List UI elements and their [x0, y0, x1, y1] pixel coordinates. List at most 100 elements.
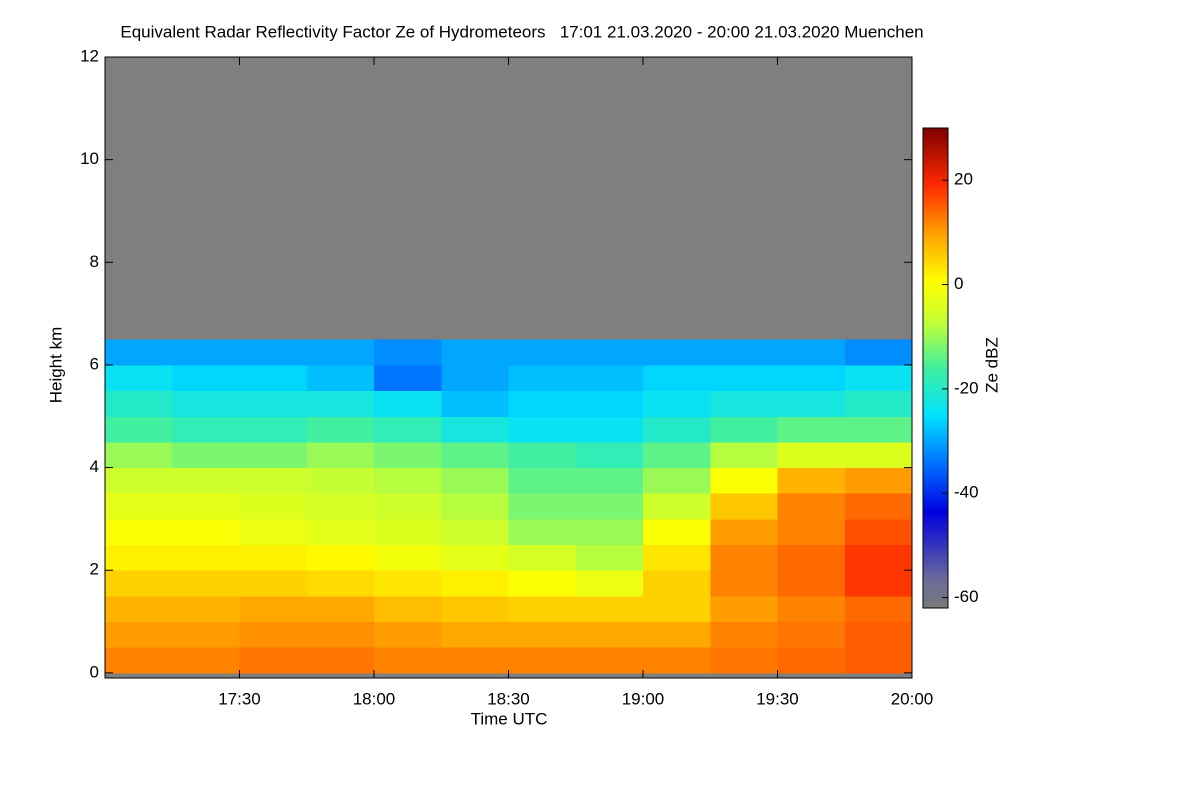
heatmap-cell [306, 467, 375, 494]
heatmap-cell [844, 467, 913, 494]
heatmap-cell [643, 416, 711, 443]
chart-title: Equivalent Radar Reflectivity Factor Ze … [120, 22, 923, 41]
heatmap-cell [239, 364, 308, 392]
heatmap-cell [844, 339, 913, 366]
heatmap-cell [105, 570, 173, 597]
heatmap-cell [710, 595, 778, 623]
heatmap-cell [441, 518, 509, 546]
heatmap-cell [575, 518, 644, 546]
heatmap-cell [374, 518, 442, 546]
heatmap-cell [643, 493, 711, 520]
heatmap-cell [172, 595, 240, 623]
colorbar-tick-label: -60 [954, 587, 979, 606]
heatmap-cell [172, 441, 240, 469]
heatmap-cell [710, 390, 778, 417]
heatmap-cell [844, 621, 913, 648]
heatmap-cell [508, 493, 577, 520]
heatmap-cell [105, 595, 173, 623]
heatmap-cell [643, 364, 711, 392]
heatmap-cell [306, 416, 375, 443]
heatmap-cell [575, 621, 644, 648]
heatmap-cell [643, 647, 711, 674]
heatmap-cell [777, 518, 846, 546]
heatmap-cell [441, 441, 509, 469]
heatmap-cell [643, 441, 711, 469]
heatmap-cell [844, 518, 913, 546]
heatmap-cell [777, 595, 846, 623]
heatmap-cell [172, 647, 240, 674]
heatmap-cell [710, 339, 778, 366]
heatmap-cell [239, 441, 308, 469]
colorbar-tick-label: 20 [954, 170, 973, 189]
heatmap-cell [844, 390, 913, 417]
heatmap-cell [777, 390, 846, 417]
heatmap-cell [643, 390, 711, 417]
heatmap-cell [239, 544, 308, 571]
heatmap-cell [710, 518, 778, 546]
heatmap-cell [710, 570, 778, 597]
y-tick-label: 8 [90, 252, 99, 271]
heatmap-cell [575, 570, 644, 597]
heatmap-cell [508, 570, 577, 597]
heatmap-cell [643, 518, 711, 546]
heatmap-cell [643, 595, 711, 623]
heatmap-cell [105, 390, 173, 417]
heatmap-cell [777, 364, 846, 392]
heatmap-cell [105, 544, 173, 571]
heatmap-cell [239, 390, 308, 417]
heatmap-cell [374, 416, 442, 443]
heatmap-cell [105, 518, 173, 546]
heatmap-cell [575, 647, 644, 674]
heatmap-cell [172, 544, 240, 571]
heatmap-cell [777, 339, 846, 366]
heatmap-cell [306, 339, 375, 366]
heatmap-cell [374, 621, 442, 648]
heatmap-cell [172, 416, 240, 443]
heatmap-cell [643, 467, 711, 494]
heatmap-cell [172, 467, 240, 494]
heatmap-cell [441, 647, 509, 674]
heatmap-cell [844, 595, 913, 623]
heatmap-cell [575, 364, 644, 392]
heatmap-cell [172, 518, 240, 546]
x-tick-label: 17:30 [218, 689, 261, 708]
heatmap-cell [710, 544, 778, 571]
heatmap-cell [508, 621, 577, 648]
heatmap-cell [575, 339, 644, 366]
heatmap-cell [306, 518, 375, 546]
heatmap-cell [508, 518, 577, 546]
heatmap-cell [710, 467, 778, 494]
colorbar-tick-label: 0 [954, 274, 963, 293]
heatmap-cell [306, 595, 375, 623]
heatmap-cell [508, 467, 577, 494]
heatmap-cell [172, 339, 240, 366]
heatmap-cell [508, 647, 577, 674]
heatmap-cell [777, 621, 846, 648]
x-tick-label: 18:00 [353, 689, 396, 708]
heatmap-cell [306, 390, 375, 417]
heatmap-cell [105, 493, 173, 520]
heatmap-cell [777, 493, 846, 520]
x-tick-label: 19:00 [622, 689, 665, 708]
heatmap-cell [172, 621, 240, 648]
heatmap-cell [374, 493, 442, 520]
heatmap-cell [508, 364, 577, 392]
heatmap-cell [105, 621, 173, 648]
heatmap-cell [239, 621, 308, 648]
heatmap-cell [643, 544, 711, 571]
heatmap-cell [710, 441, 778, 469]
heatmap-cell [306, 647, 375, 674]
heatmap-cell [441, 493, 509, 520]
heatmap-cell [306, 621, 375, 648]
heatmap-cell [643, 339, 711, 366]
x-tick-label: 20:00 [891, 689, 934, 708]
heatmap-cell [239, 595, 308, 623]
heatmap-cell [710, 621, 778, 648]
heatmap-cell [508, 339, 577, 366]
heatmap-cell [239, 518, 308, 546]
heatmap-cell [105, 441, 173, 469]
heatmap-cell [374, 441, 442, 469]
heatmap-cell [508, 595, 577, 623]
heatmap-cell [441, 339, 509, 366]
